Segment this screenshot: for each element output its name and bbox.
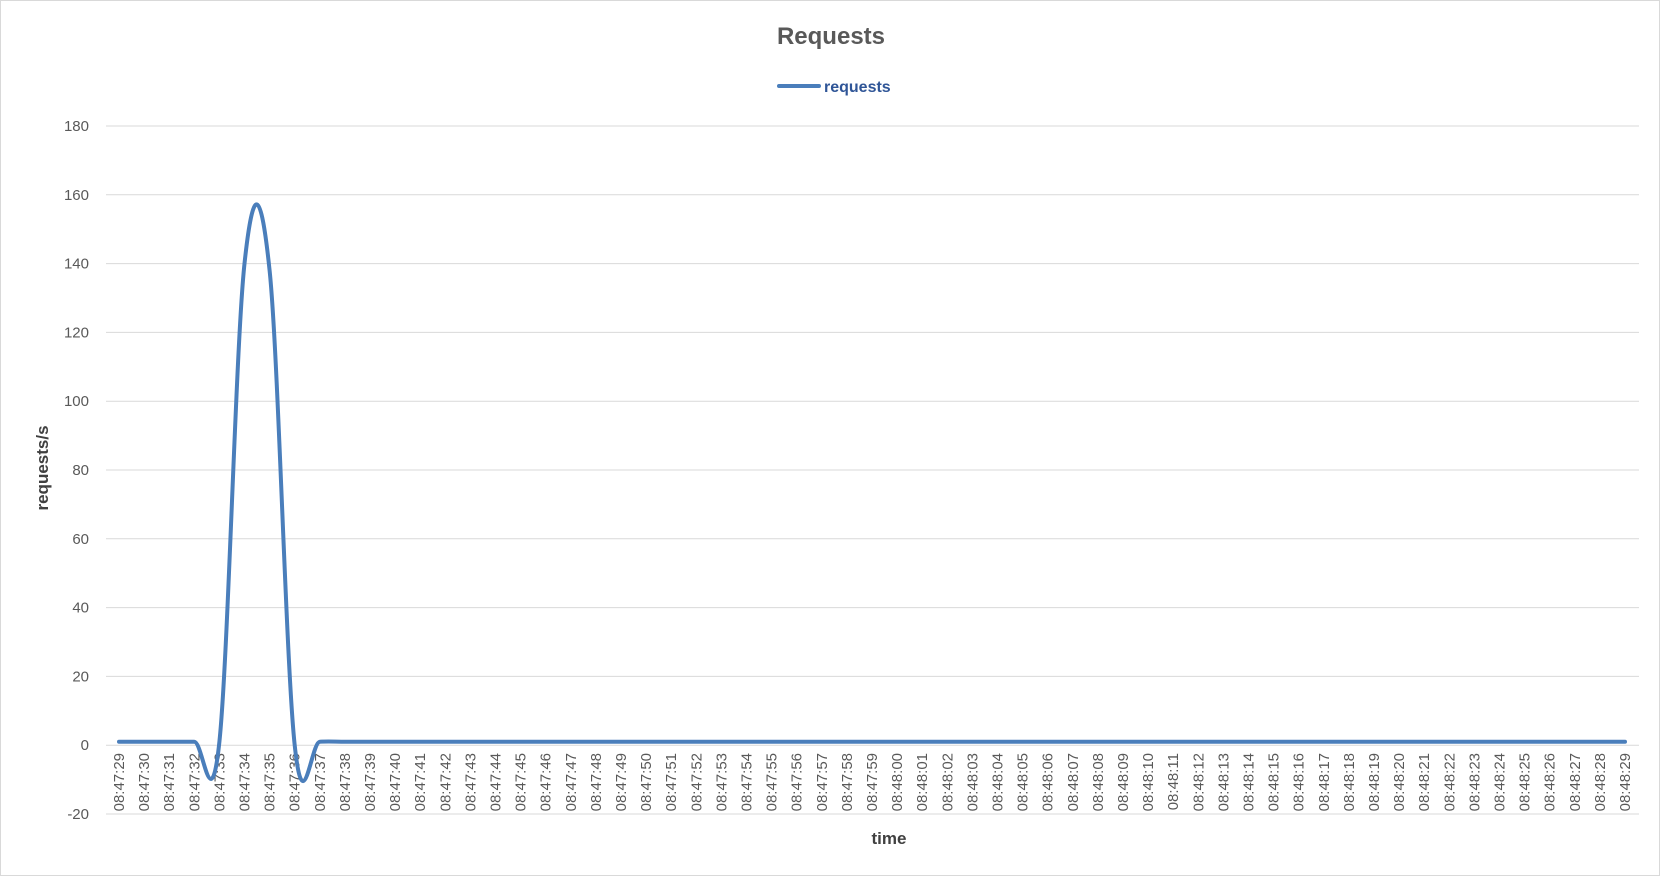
x-tick-label: 08:48:00 (889, 753, 906, 811)
x-tick-label: 08:48:10 (1140, 753, 1157, 811)
x-tick-label: 08:48:18 (1341, 753, 1358, 811)
x-tick-label: 08:48:22 (1441, 753, 1458, 811)
x-tick-label: 08:48:28 (1592, 753, 1609, 811)
x-tick-label: 08:47:29 (111, 753, 128, 811)
x-tick-label: 08:47:32 (186, 753, 203, 811)
x-tick-label: 08:47:56 (789, 753, 806, 811)
x-tick-label: 08:48:20 (1391, 753, 1408, 811)
x-tick-label: 08:47:58 (839, 753, 856, 811)
x-tick-label: 08:47:34 (237, 753, 254, 811)
x-tick-label: 08:47:55 (764, 753, 781, 811)
x-tick-label: 08:47:30 (136, 753, 153, 811)
x-tick-label: 08:47:42 (437, 753, 454, 811)
x-tick-label: 08:47:48 (588, 753, 605, 811)
x-tick-label: 08:48:24 (1492, 753, 1509, 811)
x-tick-label: 08:48:09 (1115, 753, 1132, 811)
legend-label: requests (824, 79, 891, 96)
x-tick-label: 08:48:05 (1015, 753, 1032, 811)
x-tick-label: 08:48:16 (1291, 753, 1308, 811)
x-axis-title: time (872, 829, 907, 848)
x-tick-label: 08:47:43 (462, 753, 479, 811)
series-line-requests (119, 204, 1625, 781)
y-tick-label: 160 (64, 187, 89, 204)
y-tick-label: -20 (67, 806, 89, 823)
x-tick-label: 08:48:17 (1316, 753, 1333, 811)
x-tick-label: 08:48:27 (1567, 753, 1584, 811)
x-tick-label: 08:47:50 (638, 753, 655, 811)
y-tick-label: 100 (64, 393, 89, 410)
y-tick-label: 120 (64, 324, 89, 341)
x-tick-label: 08:47:49 (613, 753, 630, 811)
x-tick-label: 08:48:12 (1190, 753, 1207, 811)
y-tick-label: 60 (72, 531, 89, 548)
x-tick-label: 08:47:59 (864, 753, 881, 811)
x-tick-label: 08:47:31 (161, 753, 178, 811)
x-tick-label: 08:47:57 (814, 753, 831, 811)
x-tick-label: 08:48:26 (1542, 753, 1559, 811)
gridlines (106, 126, 1639, 814)
x-tick-label: 08:47:41 (412, 753, 429, 811)
x-tick-label: 08:48:07 (1065, 753, 1082, 811)
x-tick-label: 08:48:15 (1266, 753, 1283, 811)
x-tick-label: 08:48:02 (939, 753, 956, 811)
x-tick-label: 08:47:38 (337, 753, 354, 811)
y-tick-label: 180 (64, 118, 89, 135)
x-tick-label: 08:48:04 (990, 753, 1007, 811)
x-axis-ticks: 08:47:29 08:47:30 08:47:31 08:47:32 08:47:33… (111, 753, 1634, 811)
x-tick-label: 08:48:06 (1040, 753, 1057, 811)
x-tick-label: 08:47:46 (538, 753, 555, 811)
y-tick-label: 140 (64, 256, 89, 273)
x-tick-label: 08:48:19 (1366, 753, 1383, 811)
x-tick-label: 08:47:53 (713, 753, 730, 811)
x-tick-label: 08:48:23 (1466, 753, 1483, 811)
y-axis-ticks: -20 0 20 40 60 80 100 120 140 160 180 (64, 118, 89, 823)
x-tick-label: 08:47:51 (663, 753, 680, 811)
x-tick-label: 08:47:47 (563, 753, 580, 811)
x-tick-label: 08:47:54 (739, 753, 756, 811)
x-tick-label: 08:48:11 (1165, 753, 1182, 810)
x-tick-label: 08:48:03 (964, 753, 981, 811)
x-tick-label: 08:48:14 (1241, 753, 1258, 811)
x-tick-label: 08:47:37 (312, 753, 329, 811)
x-tick-label: 08:48:25 (1517, 753, 1534, 811)
x-tick-label: 08:47:52 (688, 753, 705, 811)
x-tick-label: 08:48:13 (1215, 753, 1232, 811)
y-tick-label: 80 (72, 462, 89, 479)
x-tick-label: 08:47:33 (211, 753, 228, 811)
x-tick-label: 08:47:35 (262, 753, 279, 811)
x-tick-label: 08:48:01 (914, 753, 931, 811)
y-tick-label: 20 (72, 668, 89, 685)
x-tick-label: 08:47:44 (488, 753, 505, 811)
x-tick-label: 08:48:21 (1416, 753, 1433, 811)
x-tick-label: 08:47:39 (362, 753, 379, 811)
y-tick-label: 40 (72, 600, 89, 617)
x-tick-label: 08:48:08 (1090, 753, 1107, 811)
y-axis-title: requests/s (33, 425, 52, 510)
x-tick-label: 08:48:29 (1617, 753, 1634, 811)
legend: requests (779, 79, 891, 96)
x-tick-label: 08:47:40 (387, 753, 404, 811)
y-tick-label: 0 (81, 737, 89, 754)
chart-title: Requests (777, 23, 885, 50)
series-layer (119, 204, 1625, 781)
x-tick-label: 08:47:45 (513, 753, 530, 811)
